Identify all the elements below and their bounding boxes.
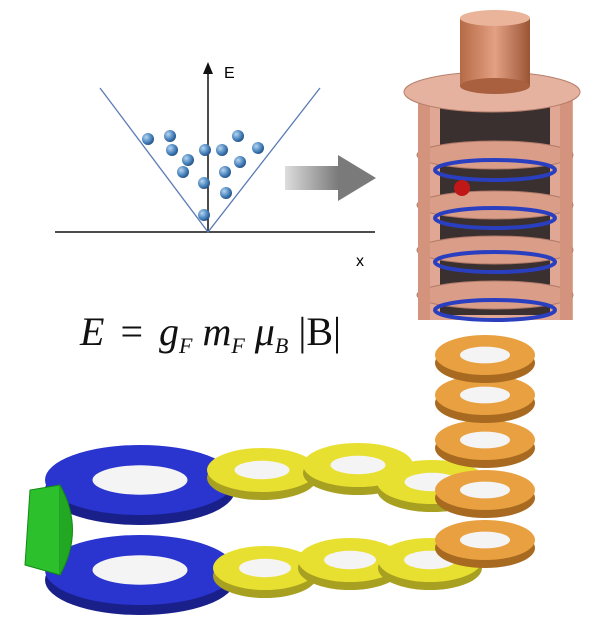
ring-hole xyxy=(93,555,188,584)
atom xyxy=(182,154,194,166)
atom xyxy=(177,166,189,178)
cone xyxy=(25,485,73,575)
ring-hole xyxy=(93,465,188,494)
ring-hole xyxy=(460,532,510,549)
atom xyxy=(219,166,231,178)
y-axis-label: E xyxy=(224,65,235,82)
ring-hole xyxy=(460,387,510,404)
atom xyxy=(234,156,246,168)
atom xyxy=(216,144,228,156)
ring-hole xyxy=(324,551,376,569)
atom xyxy=(142,133,154,145)
atom xyxy=(166,144,178,156)
atom xyxy=(198,177,210,189)
ring-hole xyxy=(460,347,510,364)
ring-hole xyxy=(460,432,510,449)
atom xyxy=(252,142,264,154)
x-axis-label: x xyxy=(356,253,364,270)
ring-hole xyxy=(331,456,386,474)
ring-hole xyxy=(239,559,291,577)
ring-hole xyxy=(460,482,510,499)
illustration: E x E = gF mF μB |B| xyxy=(0,0,603,621)
atom xyxy=(164,130,176,142)
ring-hole xyxy=(235,461,290,479)
atom xyxy=(220,187,232,199)
atom xyxy=(199,144,211,156)
atom xyxy=(198,209,210,221)
atom xyxy=(232,130,244,142)
